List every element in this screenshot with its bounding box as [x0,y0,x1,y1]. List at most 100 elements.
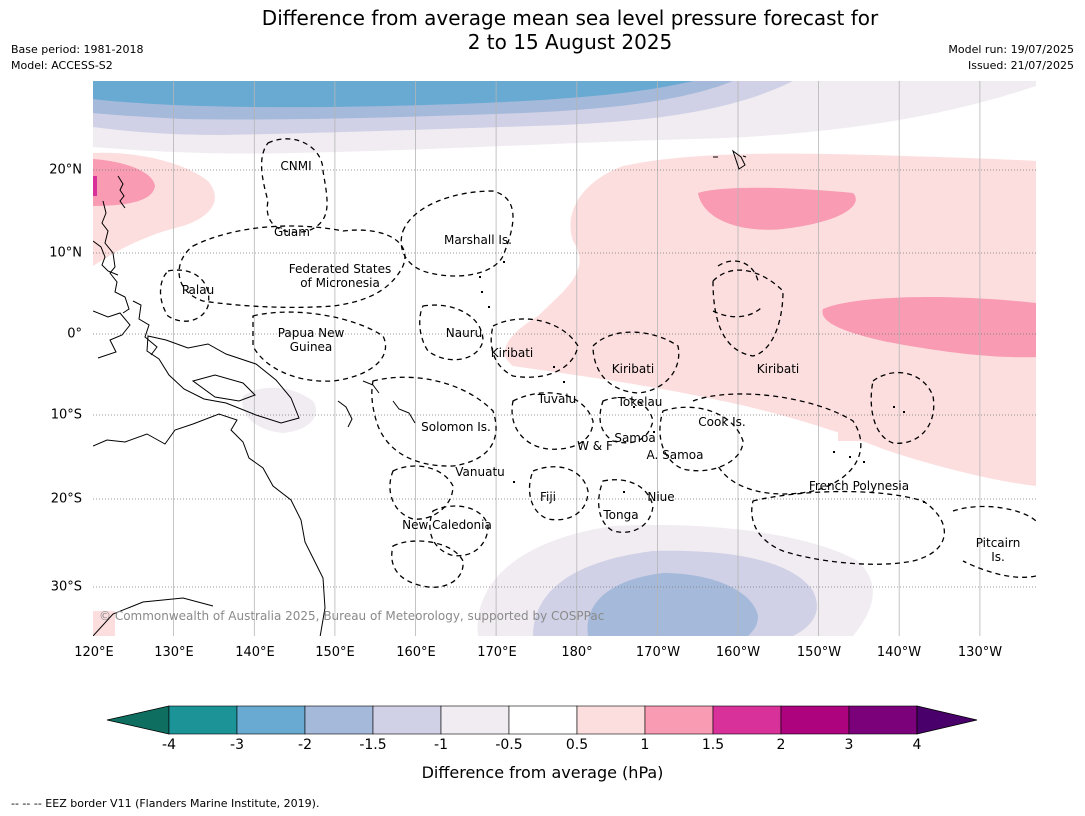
map-canvas [93,81,1036,636]
region-label-palau: Palau [181,283,215,297]
anomaly-pos1-east-a [698,187,856,230]
colorbar-segments [106,705,978,735]
model-run: Model run: 19/07/2025 [948,43,1074,56]
lat-label-10n: 10°N [49,245,82,261]
meta-left: Base period: 1981-2018 Model: ACCESS-S2 [11,42,143,74]
coastlines [93,149,747,636]
anomaly-pos05-east [504,153,1036,486]
region-label-png: Papua New Guinea [278,326,345,354]
colorbar-segment [644,705,714,735]
lon-label-150w: 150°W [796,645,842,660]
colorbar-segment [508,705,578,735]
colorbar-tick: 4 [912,737,922,753]
colorbar-segment [848,705,918,735]
colorbar-segment [576,705,646,735]
region-label-asamoa: A. Samoa [646,448,704,462]
eez-borders [159,138,1036,588]
region-label-samoa: Samoa [614,431,656,445]
region-label-pitcairn: Pitcairn Is. [976,536,1021,564]
anomaly-pos1-west [93,159,155,206]
colorbar-tick: -1.5 [359,737,387,753]
colorbar [106,705,978,735]
region-label-wf: W & F [577,439,613,453]
region-label-tuvalu: Tuvalu [537,392,577,406]
region-label-fiji: Fiji [539,490,557,504]
copyright-notice: © Commonwealth of Australia 2025, Bureau… [99,609,605,623]
region-label-kiribati-west: Kiribati [490,346,534,360]
region-label-guam: Guam [274,225,310,239]
region-label-new-caledonia: New Caledonia [402,518,492,532]
lon-label-140e: 140°E [235,645,275,660]
lat-label-0: 0° [67,326,82,342]
lon-label-170w: 170°W [635,645,681,660]
lon-label-160w: 160°W [715,645,761,660]
lon-label-180: 180° [561,645,593,660]
model-name: Model: ACCESS-S2 [11,59,113,72]
lon-label-170e: 170°E [477,645,517,660]
region-label-tonga: Tonga [603,508,639,522]
colorbar-tick: 0.5 [565,737,589,753]
region-label-cnmi: CNMI [280,159,312,173]
lon-label-120e: 120°E [74,645,114,660]
lon-label-130w: 130°W [957,645,1003,660]
anomaly-pos05-small [838,431,868,441]
colorbar-tick: 2 [776,737,786,753]
colorbar-tick: -2 [298,737,312,753]
colorbar-segment [780,705,850,735]
colorbar-tick: -1 [434,737,448,753]
lat-label-20s: 20°S [50,491,82,507]
issued-date: Issued: 21/07/2025 [967,59,1074,72]
lat-label-30s: 30°S [50,579,82,595]
region-label-kiribati-central: Kiribati [611,362,655,376]
colorbar-tick: 3 [844,737,854,753]
meta-right: Model run: 19/07/2025 Issued: 21/07/2025 [948,42,1074,74]
anomaly-pos1-east-b [822,297,1036,358]
colorbar-tick: 1 [640,737,650,753]
region-label-marshall: Marshall Is. [444,233,512,247]
anomaly-neg2-north [93,81,693,108]
region-label-vanuatu: Vanuatu [455,465,505,479]
colorbar-segment [440,705,510,735]
title-line-1: Difference from average mean sea level p… [261,6,879,30]
colorbar-tick: -3 [230,737,244,753]
pitcairn-line-2: Is. [991,550,1005,564]
latitude-lines [93,169,1036,588]
region-label-french-polynesia: French Polynesia [808,479,910,493]
pitcairn-line-1: Pitcairn [975,536,1021,550]
lon-label-160e: 160°E [396,645,436,660]
region-label-cook: Cook Is. [698,415,746,429]
region-label-solomon: Solomon Is. [421,420,491,434]
lat-label-20n: 20°N [49,162,82,178]
colorbar-segment [304,705,374,735]
colorbar-segment [168,705,238,735]
base-period: Base period: 1981-2018 [11,43,144,56]
png-line-2: Guinea [289,340,333,354]
islands [479,261,925,503]
region-label-kiribati-east: Kiribati [756,362,800,376]
title-line-2: 2 to 15 August 2025 [467,30,673,54]
colorbar-tick: -0.5 [495,737,523,753]
colorbar-title: Difference from average (hPa) [421,763,664,782]
fsm-line-1: Federated States [288,262,392,276]
fsm-line-2: of Micronesia [300,276,380,290]
graticule [173,81,981,636]
anomaly-neg05-png [242,387,317,433]
colorbar-tick: -4 [162,737,176,753]
region-label-fsm: Federated States of Micronesia [289,262,391,290]
colorbar-tick: 1.5 [701,737,725,753]
colorbar-segment [712,705,782,735]
colorbar-extend-low [106,705,170,735]
chart-title: Difference from average mean sea level p… [0,6,1085,54]
colorbar-segment [372,705,442,735]
eez-footnote: -- -- -- EEZ border V11 (Flanders Marine… [11,797,320,810]
map-panel [93,81,1036,636]
lat-label-10s: 10°S [50,407,82,423]
colorbar-segment [236,705,306,735]
lon-label-140w: 140°W [876,645,922,660]
region-label-niue: Niue [647,490,675,504]
anomaly-neg15-south [587,573,758,636]
anomaly-pos15-west [93,176,97,196]
region-label-tokelau: Tokelau [617,395,663,409]
region-label-nauru: Nauru [445,326,483,340]
png-line-1: Papua New [277,326,345,340]
